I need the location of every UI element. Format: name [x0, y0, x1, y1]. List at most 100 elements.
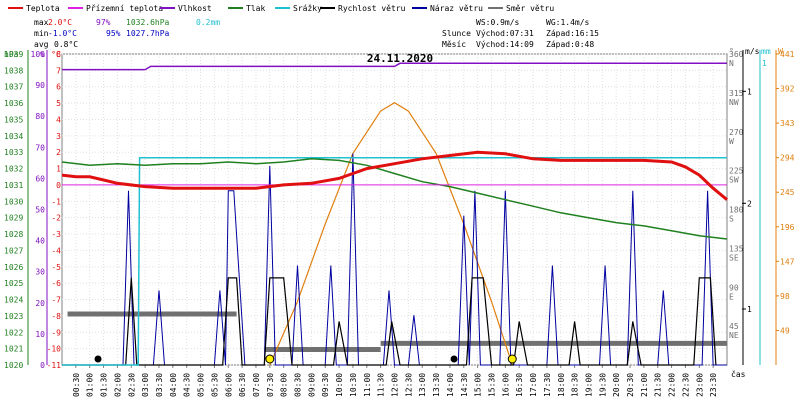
temp-tick: -2 — [51, 214, 61, 223]
legend-label: Teplota — [26, 4, 60, 13]
x-tick-label: 14:30 — [460, 373, 469, 397]
x-tick-label: 03:00 — [141, 373, 150, 397]
direction-tick-deg: 90 — [729, 283, 739, 292]
direction-tick-deg: 315 — [729, 89, 744, 98]
temp-tick: -8 — [51, 312, 61, 321]
series-layer — [61, 62, 728, 366]
x-tick-label: 23:30 — [709, 373, 718, 397]
x-tick-label: 17:30 — [543, 373, 552, 397]
rain-tick: 1 — [762, 59, 767, 68]
moon-marker — [450, 355, 458, 363]
pressure-tick: 1027 — [4, 246, 23, 255]
direction-tick-deg: 360 — [729, 50, 744, 59]
solar-tick: 294 — [780, 154, 795, 163]
humidity-tick: 100 — [31, 50, 46, 59]
pressure-tick: 1037 — [4, 83, 23, 92]
x-tick-label: 07:30 — [266, 373, 275, 397]
stats-max-rain: 0.2mm — [196, 18, 220, 27]
legend-label: Náraz větru — [430, 4, 483, 13]
humidity-tick: 70 — [35, 143, 45, 152]
wind-tick: 1 — [747, 87, 752, 96]
pressure-tick: 1034 — [4, 132, 23, 141]
pressure-tick: 1032 — [4, 165, 23, 174]
pressure-tick: 1029 — [4, 214, 23, 223]
humidity-tick: 80 — [35, 112, 45, 121]
legend-label: Vlhkost — [178, 4, 212, 13]
temp-tick: 6 — [56, 83, 61, 92]
x-tick-label: 10:30 — [349, 373, 358, 397]
x-tick-label: 11:00 — [363, 373, 372, 397]
x-axis-label: čas — [731, 369, 746, 379]
temp-tick: 5 — [56, 99, 61, 108]
temp-tick: -10 — [47, 345, 62, 354]
pressure-tick: 1039 — [4, 50, 23, 59]
pressure-axis-unit: hPa — [4, 50, 19, 59]
x-tick-label: 11:30 — [377, 373, 386, 397]
pressure-tick: 1028 — [4, 230, 23, 239]
x-tick-label: 04:00 — [169, 373, 178, 397]
direction-tick-dir: W — [729, 137, 734, 146]
solar-tick: 392 — [780, 85, 795, 94]
pressure-tick: 1022 — [4, 328, 23, 337]
x-tick-label: 15:30 — [487, 373, 496, 397]
direction-axis-unit: ° — [729, 47, 734, 56]
pressure-tick: 1035 — [4, 115, 23, 124]
sun-label: Slunce — [442, 29, 471, 38]
solar-tick: 245 — [780, 188, 795, 197]
moonset: Západ:0:48 — [546, 40, 594, 49]
wind-axis-unit: m/s — [745, 47, 760, 56]
sun-marker — [507, 354, 517, 364]
x-tick-label: 02:30 — [127, 373, 136, 397]
x-tick-label: 07:00 — [252, 373, 261, 397]
direction-tick-deg: 180 — [729, 206, 744, 215]
temp-tick: 1 — [56, 165, 61, 174]
temp-tick: 8 — [56, 50, 61, 59]
solar-tick: 441 — [780, 50, 795, 59]
pressure-tick: 1030 — [4, 197, 23, 206]
moon-label: Měsíc — [442, 40, 466, 49]
stats-max-hum: 97% — [96, 18, 111, 27]
x-tick-label: 08:30 — [294, 373, 303, 397]
direction-tick-deg: 270 — [729, 128, 744, 137]
legend-label: Rychlost větru — [338, 4, 406, 13]
wind-tick: 2 — [747, 199, 752, 208]
humidity-tick: 60 — [35, 174, 45, 183]
x-tick-label: 06:00 — [224, 373, 233, 397]
direction-tick-dir: SE — [729, 253, 739, 262]
direction-tick-dir: S — [729, 215, 734, 224]
stats-min-label: min — [34, 29, 49, 38]
x-tick-label: 17:00 — [529, 373, 538, 397]
solar-axis-unit: W — [778, 47, 783, 56]
stats-max-press: 1032.6hPa — [126, 18, 170, 27]
x-tick-label: 18:00 — [557, 373, 566, 397]
x-tick-label: 06:30 — [238, 373, 247, 397]
pressure-tick: 1025 — [4, 279, 23, 288]
humidity-axis-unit: % — [40, 50, 45, 59]
x-tick-label: 21:00 — [640, 373, 649, 397]
direction-tick-dir: SW — [729, 176, 739, 185]
x-tick-label: 13:30 — [432, 373, 441, 397]
legend: Teplota Přízemní teplota Vlhkost Tlak Srážky… — [8, 4, 554, 13]
x-tick-label: 10:00 — [335, 373, 344, 397]
temp-tick: -6 — [51, 279, 61, 288]
x-tick-label: 01:00 — [86, 373, 95, 397]
stats-panel: max 2.0°C 97% 1032.6hPa 0.2mm min -1.0°C 95% 102… — [34, 18, 220, 49]
stats-min-temp: -1.0°C — [48, 29, 77, 38]
humidity-tick: 10 — [35, 330, 45, 339]
temp-tick: 0 — [56, 181, 61, 190]
x-tick-label: 00:30 — [72, 373, 81, 397]
solar-tick: 196 — [780, 223, 795, 232]
pressure-tick: 1036 — [4, 99, 23, 108]
humidity-tick: 40 — [35, 237, 45, 246]
stats-min-press: 1027.7hPa — [126, 29, 170, 38]
x-tick-label: 19:00 — [584, 373, 593, 397]
direction-tick-dir: E — [729, 292, 734, 301]
x-tick-label: 08:00 — [280, 373, 289, 397]
sunrise: Východ:07:31 — [476, 29, 534, 38]
x-tick-label: 02:00 — [113, 373, 122, 397]
series-temperature — [61, 150, 728, 201]
x-tick-label: 14:00 — [446, 373, 455, 397]
stats-max-temp: 2.0°C — [48, 18, 72, 27]
x-tick-label: 20:00 — [612, 373, 621, 397]
